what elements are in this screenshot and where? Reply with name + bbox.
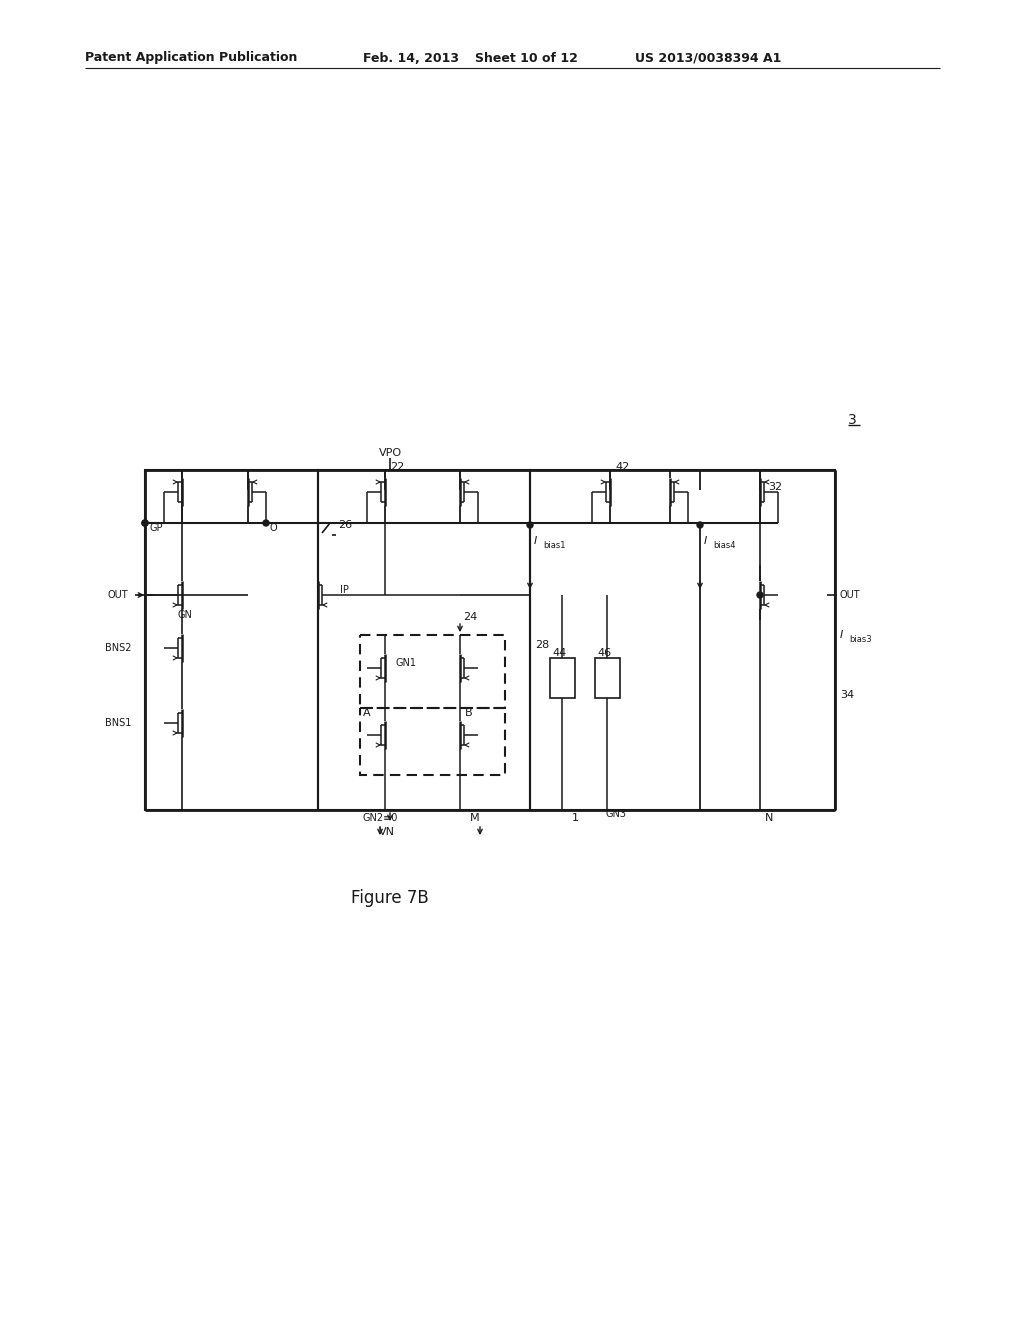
Text: 1: 1 bbox=[571, 813, 579, 822]
Circle shape bbox=[697, 521, 703, 528]
Bar bbox=[360, 708, 505, 775]
Text: IP: IP bbox=[340, 585, 349, 595]
Text: 22: 22 bbox=[390, 462, 404, 473]
Text: 42: 42 bbox=[615, 462, 630, 473]
Text: bias3: bias3 bbox=[849, 635, 871, 644]
Text: BNS1: BNS1 bbox=[105, 718, 131, 729]
Text: GN3: GN3 bbox=[605, 809, 626, 818]
Text: B: B bbox=[465, 708, 473, 718]
Text: N: N bbox=[765, 813, 773, 822]
Circle shape bbox=[263, 520, 269, 525]
Bar bbox=[530, 470, 835, 810]
Circle shape bbox=[527, 521, 534, 528]
Bar bbox=[550, 657, 575, 698]
Text: 26: 26 bbox=[338, 520, 352, 531]
Text: A: A bbox=[362, 708, 371, 718]
Text: OUT: OUT bbox=[840, 590, 860, 601]
Bar bbox=[318, 470, 530, 810]
Text: VPO: VPO bbox=[379, 447, 401, 458]
Text: bias4: bias4 bbox=[713, 540, 735, 549]
Text: GN1: GN1 bbox=[395, 657, 416, 668]
Text: bias1: bias1 bbox=[543, 540, 565, 549]
Text: 24: 24 bbox=[463, 612, 477, 622]
Bar bbox=[360, 635, 505, 708]
Text: 34: 34 bbox=[840, 690, 854, 700]
Text: Feb. 14, 2013: Feb. 14, 2013 bbox=[362, 51, 459, 65]
Bar bbox=[595, 657, 620, 698]
Text: VN: VN bbox=[379, 828, 395, 837]
Text: I: I bbox=[534, 536, 538, 546]
Text: OUT: OUT bbox=[106, 590, 128, 601]
Text: Patent Application Publication: Patent Application Publication bbox=[85, 51, 297, 65]
Text: GP: GP bbox=[150, 523, 164, 533]
Text: BNS2: BNS2 bbox=[105, 643, 131, 653]
Text: O: O bbox=[270, 523, 278, 533]
Text: Figure 7B: Figure 7B bbox=[351, 888, 429, 907]
Text: GN: GN bbox=[177, 610, 191, 620]
Text: GN2≡0: GN2≡0 bbox=[362, 813, 397, 822]
Circle shape bbox=[142, 520, 148, 525]
Circle shape bbox=[142, 520, 148, 525]
Text: M: M bbox=[470, 813, 480, 822]
Text: 32: 32 bbox=[768, 482, 782, 492]
Text: 3: 3 bbox=[848, 413, 857, 426]
Text: 28: 28 bbox=[535, 640, 549, 649]
Text: 46: 46 bbox=[597, 648, 611, 657]
Text: US 2013/0038394 A1: US 2013/0038394 A1 bbox=[635, 51, 781, 65]
Text: Sheet 10 of 12: Sheet 10 of 12 bbox=[475, 51, 578, 65]
Text: I: I bbox=[705, 536, 708, 546]
Text: 44: 44 bbox=[552, 648, 566, 657]
Bar bbox=[145, 470, 318, 810]
Circle shape bbox=[757, 591, 763, 598]
Text: I: I bbox=[840, 630, 843, 640]
